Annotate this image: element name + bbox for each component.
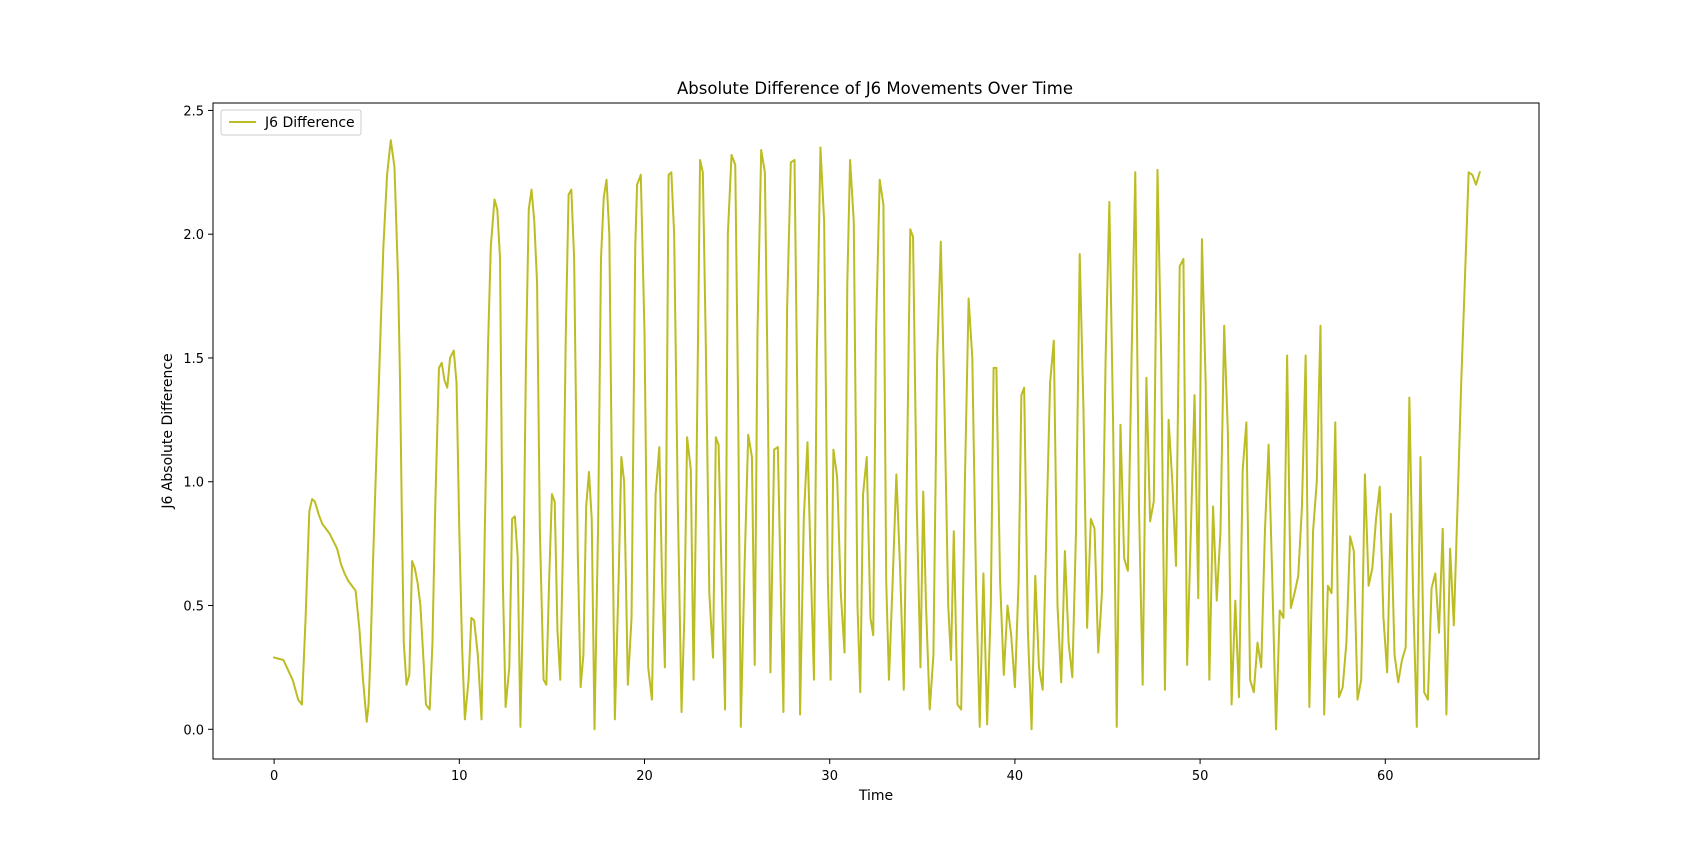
- x-tick-label: 50: [1192, 769, 1209, 784]
- y-axis-ticks: 0.0 0.5 1.0 1.5 2.0 2.5: [183, 104, 213, 738]
- legend-label: J6 Difference: [264, 115, 355, 131]
- x-axis-ticks: 0 10 20 30 40 50 60: [270, 759, 1394, 784]
- y-tick-label: 0.0: [183, 723, 204, 738]
- plot-area: [212, 102, 1540, 760]
- x-tick-label: 40: [1007, 769, 1024, 784]
- x-tick-label: 10: [451, 769, 468, 784]
- y-tick-label: 2.0: [183, 228, 204, 243]
- y-tick-label: 2.5: [183, 104, 204, 119]
- chart-title: Absolute Difference of J6 Movements Over…: [677, 79, 1073, 98]
- series-layer: [272, 139, 1481, 731]
- legend: J6 Difference: [220, 109, 362, 136]
- y-axis-label: J6 Absolute Difference: [160, 353, 176, 509]
- x-tick-label: 20: [636, 769, 653, 784]
- axes-frame: [212, 102, 1540, 760]
- x-tick-label: 30: [821, 769, 838, 784]
- y-tick-label: 1.0: [183, 476, 204, 491]
- series-line-0: [272, 139, 1481, 731]
- y-tick-label: 0.5: [183, 600, 204, 615]
- legend-frame: [220, 109, 362, 136]
- x-tick-label: 0: [270, 769, 278, 784]
- x-axis-label: Time: [858, 788, 893, 804]
- y-tick-label: 1.5: [183, 352, 204, 367]
- x-tick-label: 60: [1377, 769, 1394, 784]
